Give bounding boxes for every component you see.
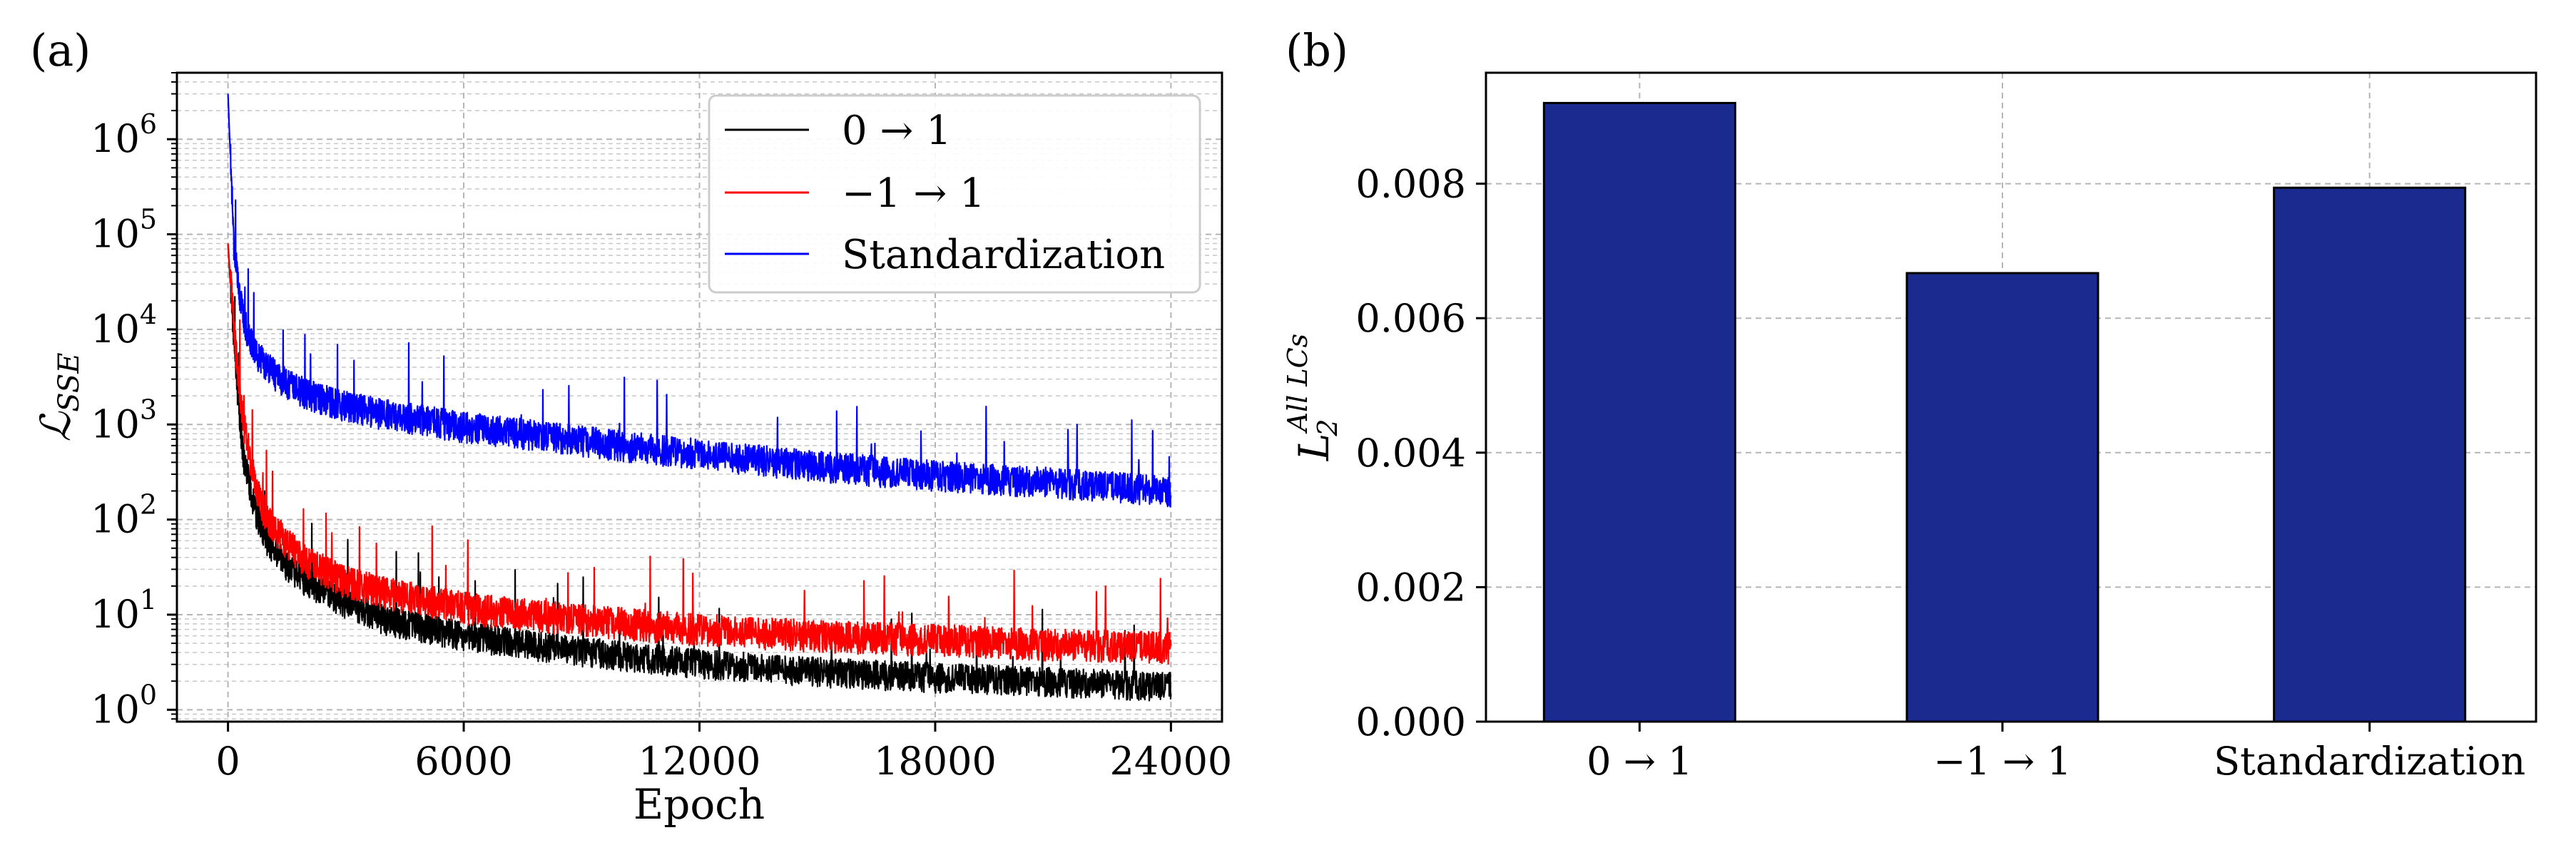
bar-0 (1542, 101, 1736, 723)
ytick-label-b: 0.004 (1355, 431, 1466, 476)
series-line-0 (227, 243, 1172, 702)
svg-text:ℒSSE: ℒSSE (31, 352, 86, 441)
xtick-label-a: 24000 (1110, 739, 1233, 784)
panel-label-b: (b) (1286, 24, 1348, 76)
panel-b-ylabel: L2All LCs (1282, 334, 1343, 461)
panel-b-ticks: 0.000 0.002 0.004 0.006 0.008 0 → 1 −1 → 1 Stan… (1355, 162, 2525, 784)
xtick-label-b: −1 → 1 (1933, 739, 2072, 784)
ytick-label-a: 103 (91, 394, 157, 446)
legend-label-1: −1 → 1 (842, 170, 985, 217)
bar-1 (1905, 272, 2099, 723)
panel-b-frame (1485, 71, 2537, 723)
ytick-label-b: 0.002 (1355, 565, 1466, 610)
xtick-label-a: 12000 (638, 739, 761, 784)
series-line-2 (227, 93, 1172, 508)
panel-b-ylabel-sup: All LCs (1282, 334, 1313, 434)
panel-b-ylabel-main: L (1290, 434, 1338, 462)
xtick-label-a: 0 (215, 739, 240, 784)
series-line-1 (227, 243, 1172, 665)
ytick-label-a: 104 (91, 299, 157, 352)
panel-a-xlabel: Epoch (633, 780, 765, 829)
xtick-label-b: 0 → 1 (1587, 739, 1692, 784)
panel-a-ticks: 100 101 102 103 104 105 106 0 6000 12000 18000 2400… (91, 72, 1233, 784)
bar-2 (2273, 186, 2467, 723)
panel-a-series (227, 93, 1172, 702)
ytick-label-a: 106 (91, 108, 157, 161)
panel-a-ylabel: ℒSSE (31, 352, 86, 441)
xtick-label-a: 18000 (874, 739, 997, 784)
panel-a-grid (177, 72, 1222, 722)
panel-a-ylabel-main: ℒ (31, 411, 80, 442)
ytick-label-a: 100 (91, 679, 157, 732)
xtick-label-b: Standardization (2214, 739, 2525, 784)
panel-a-legend: 0 → 1 −1 → 1 Standardization (708, 94, 1201, 294)
ytick-label-b: 0.000 (1355, 700, 1466, 744)
ytick-label-b: 0.006 (1355, 296, 1466, 341)
legend-label-2: Standardization (842, 232, 1165, 278)
panel-a-ylabel-sub: SSE (53, 352, 86, 411)
panel-b-ylabel-sub: 2 (1312, 419, 1343, 436)
xtick-label-a: 6000 (414, 739, 512, 784)
ytick-label-a: 105 (91, 204, 157, 257)
ytick-label-a: 101 (91, 584, 157, 637)
panel-b-bars (1542, 101, 2467, 723)
panel-label-a: (a) (30, 24, 91, 76)
legend-box (708, 94, 1201, 294)
ytick-label-b: 0.008 (1355, 162, 1466, 207)
svg-text:L2All LCs: L2All LCs (1282, 334, 1343, 461)
ytick-label-a: 102 (91, 489, 157, 542)
legend-label-0: 0 → 1 (842, 108, 952, 154)
